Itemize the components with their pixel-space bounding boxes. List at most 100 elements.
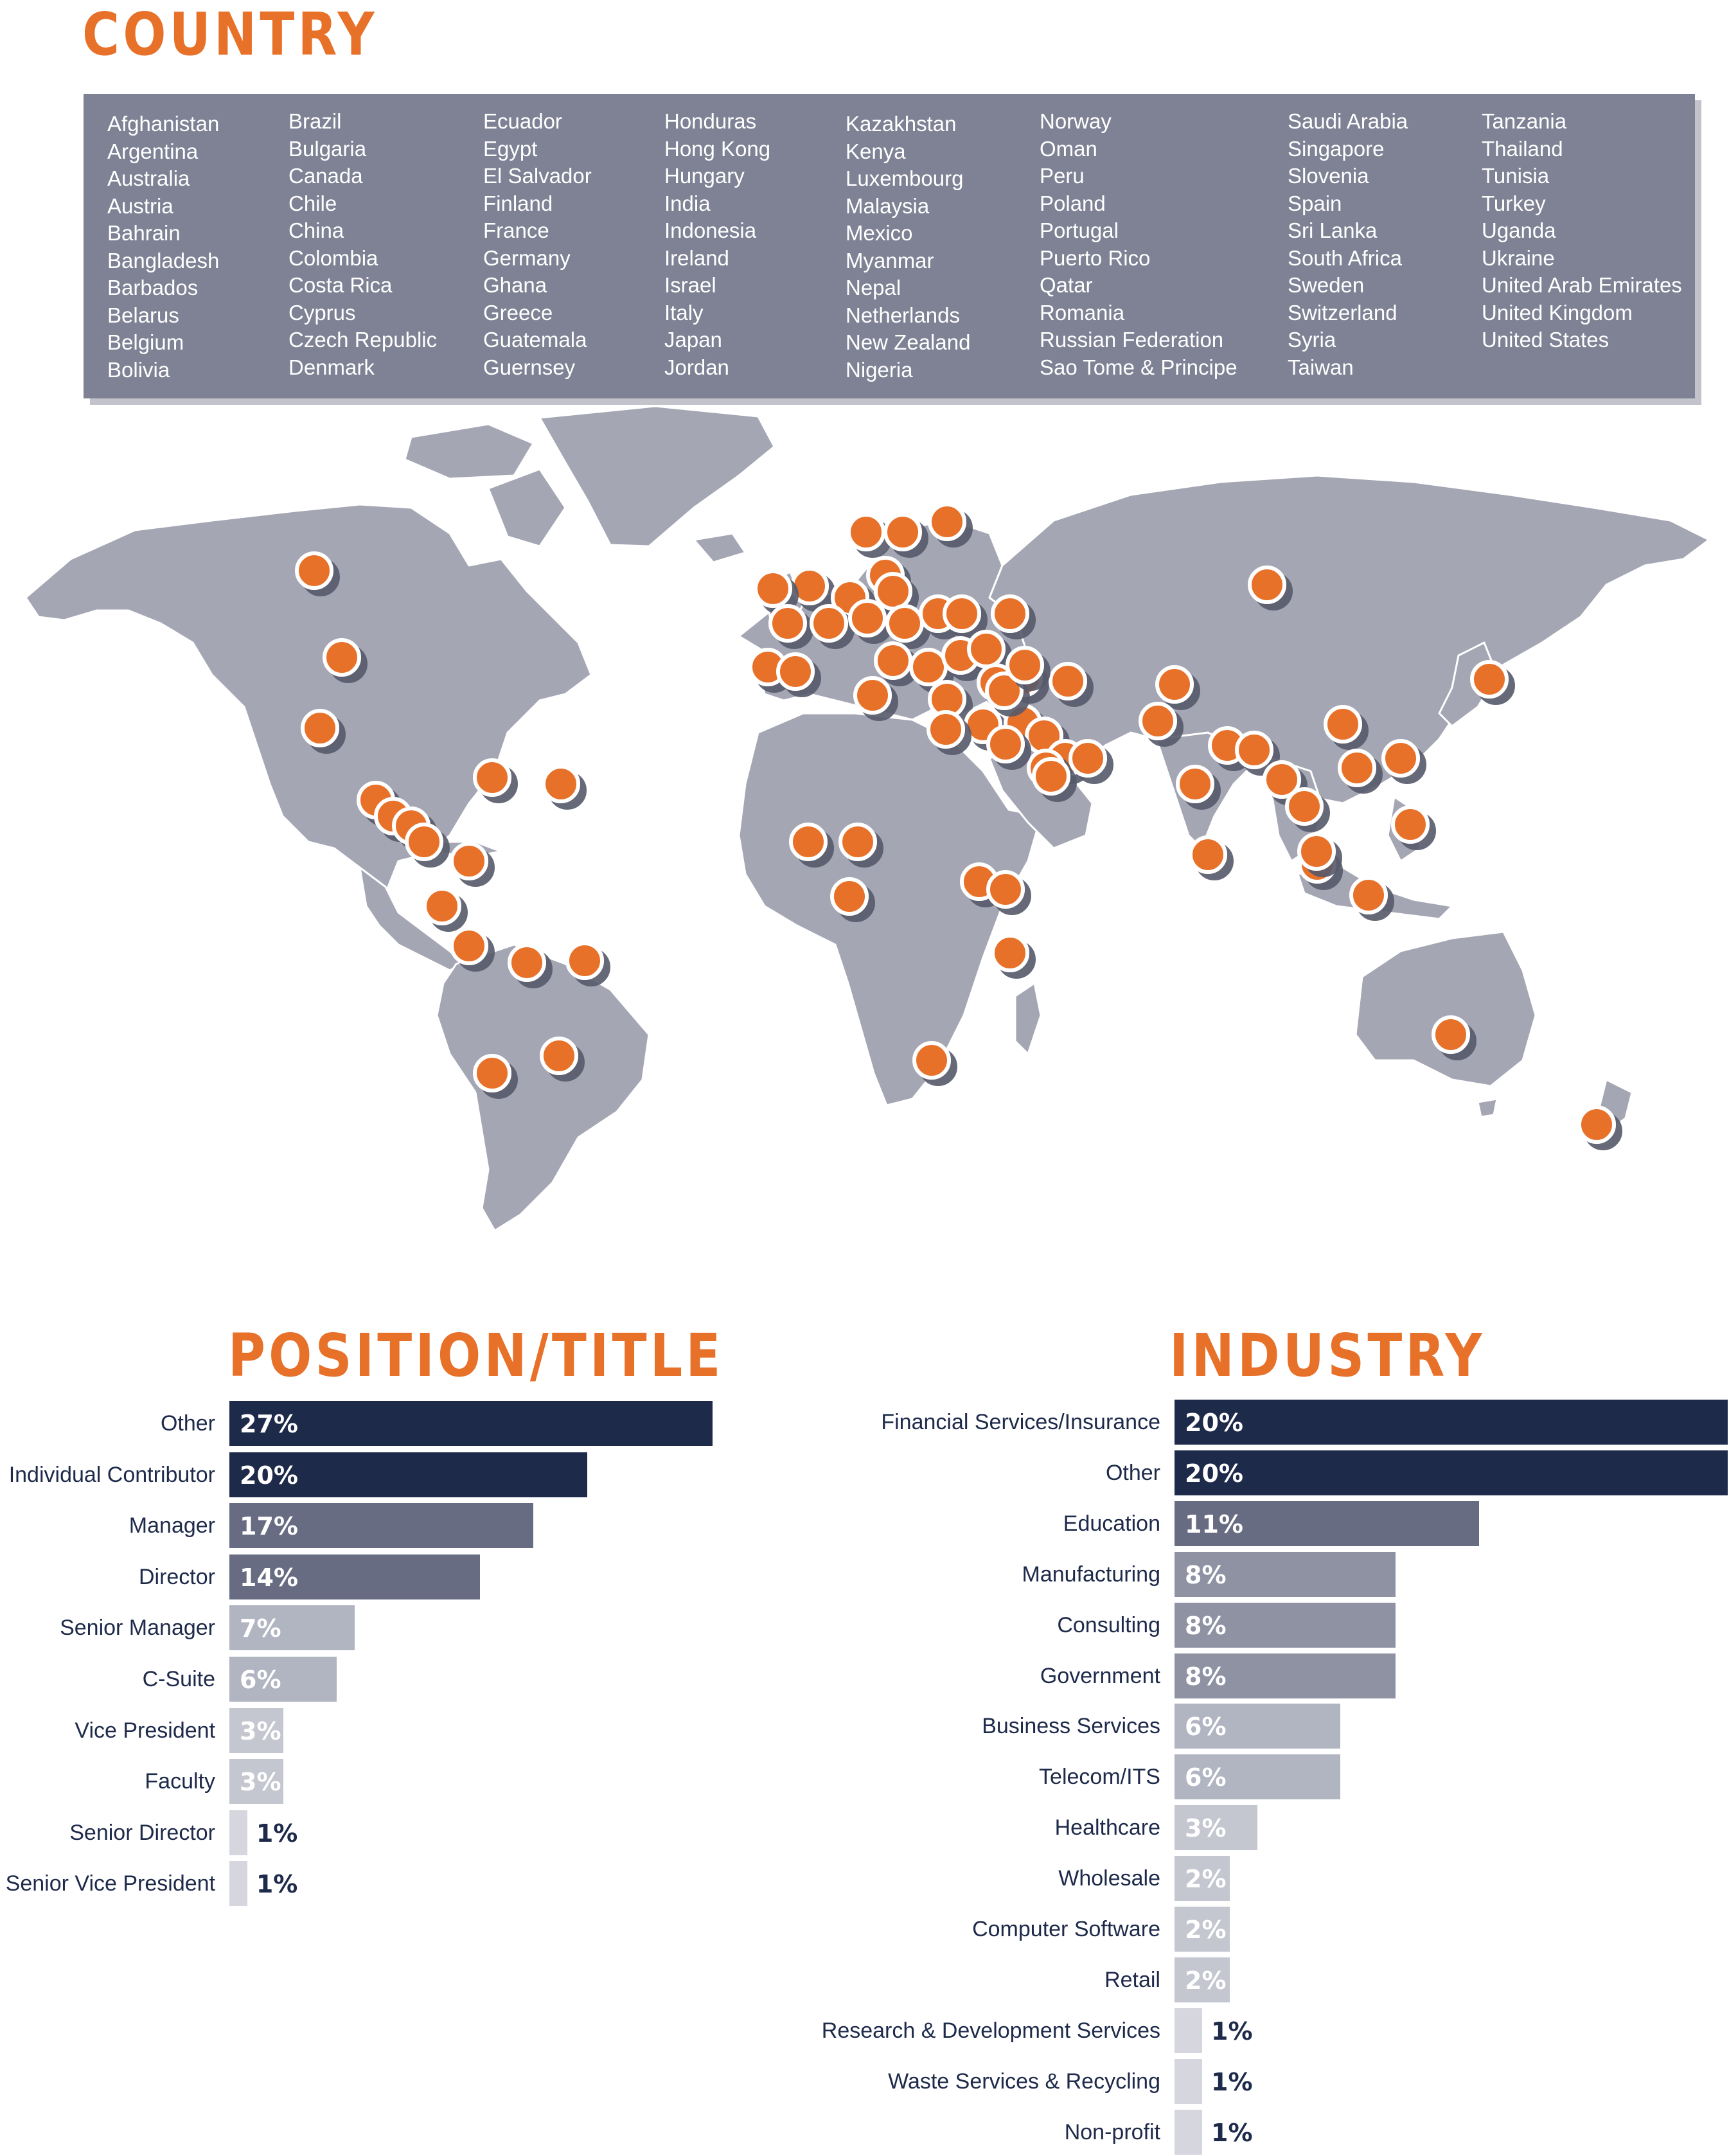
bar bbox=[1175, 1704, 1341, 1749]
country-name: Uganda bbox=[1482, 218, 1556, 242]
location-pin bbox=[1470, 660, 1509, 699]
location-pin bbox=[1049, 662, 1087, 700]
location-pin bbox=[768, 604, 807, 643]
bar bbox=[1175, 1805, 1258, 1851]
bar-value-label: 6% bbox=[1185, 1713, 1227, 1742]
location-pin bbox=[874, 641, 912, 680]
country-name: China bbox=[288, 218, 344, 242]
country-name: Turkey bbox=[1482, 191, 1546, 215]
location-pin bbox=[885, 604, 924, 643]
country-name: United States bbox=[1482, 328, 1609, 352]
country-name: Jordan bbox=[664, 355, 729, 379]
country-name: Puerto Rico bbox=[1040, 245, 1151, 270]
bar-row: Senior Vice President 1% bbox=[0, 1861, 739, 1907]
country-name: Tunisia bbox=[1482, 164, 1550, 188]
location-pin bbox=[1263, 760, 1301, 799]
country-name: Netherlands bbox=[846, 303, 960, 327]
country-name: Oman bbox=[1040, 136, 1097, 161]
location-pin bbox=[838, 823, 877, 861]
country-name: Sri Lanka bbox=[1288, 218, 1378, 242]
bar-value-label: 1% bbox=[256, 1870, 298, 1899]
bar bbox=[1175, 2109, 1203, 2155]
country-name: Tanzania bbox=[1482, 109, 1567, 133]
country-column: Ecuador Egypt El Salvador Finland France Germ… bbox=[483, 108, 592, 381]
country-name: Qatar bbox=[1040, 273, 1093, 297]
country-name: Israel bbox=[664, 273, 716, 297]
location-pin bbox=[565, 941, 604, 980]
country-name: Ireland bbox=[664, 245, 729, 270]
bar bbox=[1175, 1501, 1479, 1546]
bar-value-label: 20% bbox=[240, 1461, 298, 1490]
land-greenland bbox=[538, 405, 776, 548]
location-pin bbox=[847, 513, 885, 551]
country-name: Portugal bbox=[1040, 218, 1119, 242]
bar bbox=[1175, 1602, 1396, 1648]
bar-category-label: Retail bbox=[1104, 1967, 1160, 1992]
bar-category-label: Government bbox=[1040, 1663, 1160, 1688]
bar bbox=[229, 1861, 247, 1907]
bar-category-label: C-Suite bbox=[142, 1667, 215, 1691]
location-pin bbox=[874, 572, 912, 610]
country-name: Kazakhstan bbox=[846, 112, 957, 136]
country-name: United Arab Emirates bbox=[1482, 273, 1682, 297]
location-pin bbox=[912, 1041, 951, 1080]
country-name: Sao Tome & Principe bbox=[1040, 355, 1237, 379]
country-name: Thailand bbox=[1482, 136, 1563, 161]
location-pin bbox=[1235, 731, 1273, 769]
location-pin bbox=[1381, 739, 1420, 778]
location-pin bbox=[450, 842, 488, 880]
industry-bar-chart: Financial Services/Insurance 20% Other 20% E… bbox=[0, 1400, 1729, 2156]
bar-value-label: 8% bbox=[1185, 1611, 1227, 1640]
bar-category-label: Wholesale bbox=[1058, 1866, 1160, 1891]
location-pin bbox=[1139, 702, 1177, 740]
location-pin bbox=[853, 676, 892, 715]
country-name: Nepal bbox=[846, 276, 901, 299]
bar-value-label: 8% bbox=[1185, 1662, 1227, 1691]
country-name: Indonesia bbox=[664, 218, 757, 242]
bar bbox=[1175, 1450, 1728, 1495]
country-name: Afghanistan bbox=[107, 112, 220, 136]
land-iceland bbox=[693, 532, 747, 564]
country-name: Czech Republic bbox=[288, 328, 438, 352]
bar-category-label: Consulting bbox=[1057, 1612, 1160, 1637]
country-name: Bahrain bbox=[107, 221, 181, 245]
country-name: Bangladesh bbox=[107, 248, 220, 272]
bar bbox=[1175, 1653, 1396, 1698]
land-madagascar bbox=[1014, 982, 1042, 1055]
country-name: El Salvador bbox=[483, 164, 592, 188]
country-column: Brazil Bulgaria Canada Chile China Colombia Co… bbox=[288, 108, 437, 381]
land-baffin-island bbox=[487, 468, 567, 548]
location-pin bbox=[1032, 757, 1070, 796]
bar-value-label: 20% bbox=[1185, 1459, 1243, 1488]
country-name: Guernsey bbox=[483, 355, 576, 379]
bar bbox=[229, 1401, 713, 1446]
bar-value-label: 1% bbox=[1211, 2017, 1253, 2045]
bar-row: Manufacturing 8% bbox=[0, 1551, 1729, 1597]
bar-category-label: Telecom/ITS bbox=[1039, 1765, 1160, 1790]
location-pin bbox=[423, 887, 461, 925]
bar-row: Research & Development Services 1% bbox=[0, 2008, 1729, 2053]
bar-row: Education 11% bbox=[0, 1501, 1729, 1546]
bar bbox=[1175, 1400, 1728, 1445]
location-pin bbox=[1324, 705, 1362, 744]
country-name: Greece bbox=[483, 300, 553, 325]
industry-title-heading: INDUSTRY bbox=[1169, 1321, 1485, 1390]
land-arctic-islands bbox=[403, 423, 535, 480]
bar bbox=[1175, 1551, 1396, 1597]
bar bbox=[229, 1707, 283, 1753]
country-name: Denmark bbox=[288, 355, 375, 379]
bar-category-label: Research & Development Services bbox=[821, 2018, 1160, 2043]
country-name: Hong Kong bbox=[664, 136, 771, 161]
country-name: Luxembourg bbox=[846, 166, 964, 190]
location-pin bbox=[848, 599, 887, 637]
bar-row: Retail 2% bbox=[0, 1957, 1729, 2002]
country-name: Ecuador bbox=[483, 109, 562, 133]
country-name: South Africa bbox=[1288, 245, 1402, 270]
country-name: United Kingdom bbox=[1482, 300, 1633, 325]
bar-value-label: 1% bbox=[1211, 2118, 1253, 2147]
location-pin bbox=[830, 877, 869, 916]
bar bbox=[229, 1503, 534, 1549]
bar-value-label: 3% bbox=[1185, 1814, 1227, 1843]
location-pin bbox=[295, 551, 333, 590]
bar-category-label: Senior Director bbox=[69, 1820, 215, 1845]
